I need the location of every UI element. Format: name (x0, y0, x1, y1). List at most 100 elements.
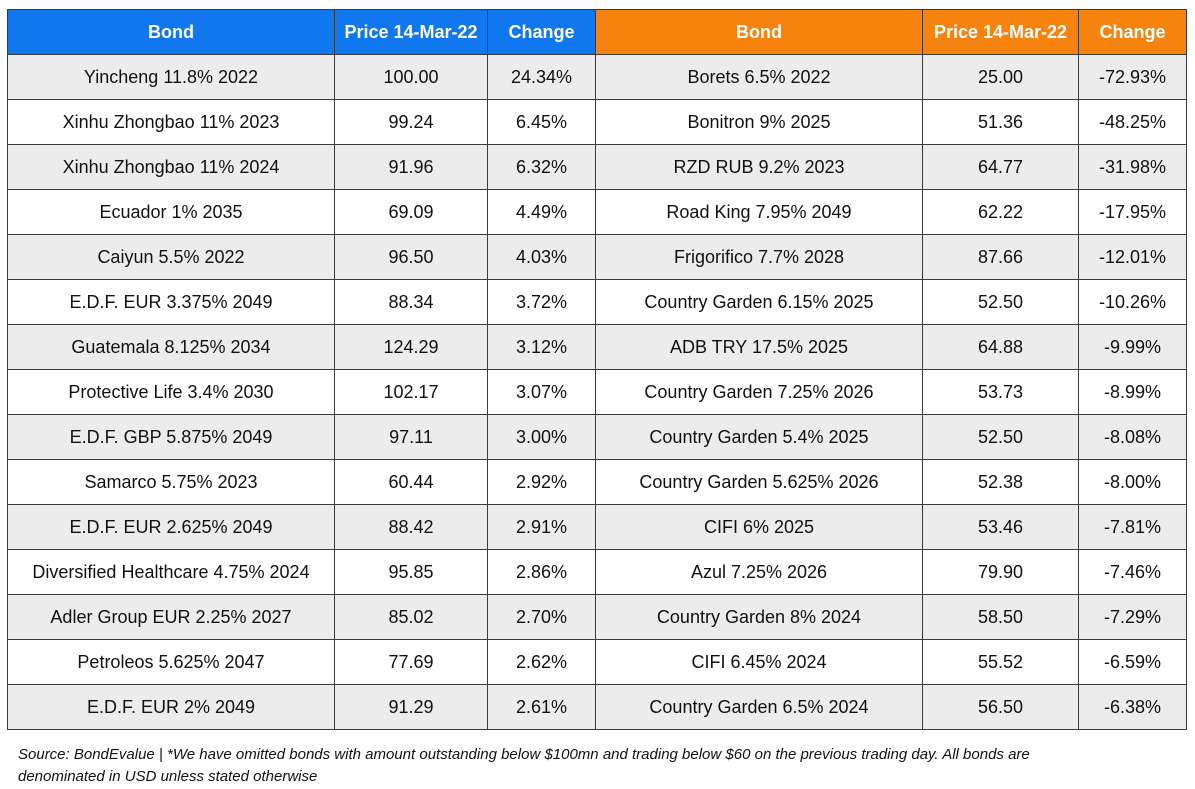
loser-price-cell: 64.77 (922, 144, 1079, 190)
loser-bond-cell: Road King 7.95% 2049 (595, 189, 923, 235)
table-row: E.D.F. GBP 5.875% 2049 97.11 3.00% Country … (7, 414, 1187, 460)
loser-bond-cell: CIFI 6.45% 2024 (595, 639, 923, 685)
gainer-change-cell: 6.45% (487, 99, 596, 145)
loser-change-cell: -48.25% (1078, 99, 1187, 145)
loser-bond-cell: Country Garden 7.25% 2026 (595, 369, 923, 415)
header-row: Bond Price 14-Mar-22 Change Bond Price 1… (7, 9, 1187, 55)
gainer-price-cell: 88.42 (334, 504, 488, 550)
gainer-change-cell: 24.34% (487, 54, 596, 100)
loser-bond-cell: Country Garden 6.5% 2024 (595, 684, 923, 730)
gainer-bond-cell: Guatemala 8.125% 2034 (7, 324, 335, 370)
source-footnote: Source: BondEvalue | *We have omitted bo… (18, 744, 1178, 788)
gainer-change-cell: 2.70% (487, 594, 596, 640)
loser-price-cell: 25.00 (922, 54, 1079, 100)
loser-change-cell: -8.08% (1078, 414, 1187, 460)
loser-price-cell: 52.38 (922, 459, 1079, 505)
gainer-bond-cell: Ecuador 1% 2035 (7, 189, 335, 235)
gainer-bond-cell: Petroleos 5.625% 2047 (7, 639, 335, 685)
loser-change-cell: -7.46% (1078, 549, 1187, 595)
loser-bond-cell: Country Garden 5.625% 2026 (595, 459, 923, 505)
gainer-bond-cell: Samarco 5.75% 2023 (7, 459, 335, 505)
gainer-price-cell: 88.34 (334, 279, 488, 325)
loser-price-cell: 55.52 (922, 639, 1079, 685)
table-row: Yincheng 11.8% 2022 100.00 24.34% Borets 6.… (7, 54, 1187, 100)
gainer-bond-cell: E.D.F. EUR 2% 2049 (7, 684, 335, 730)
gainer-bond-cell: Protective Life 3.4% 2030 (7, 369, 335, 415)
gainer-change-cell: 3.72% (487, 279, 596, 325)
loser-change-cell: -72.93% (1078, 54, 1187, 100)
loser-change-cell: -7.81% (1078, 504, 1187, 550)
loser-bond-cell: Borets 6.5% 2022 (595, 54, 923, 100)
gainer-price-cell: 95.85 (334, 549, 488, 595)
loser-change-cell: -6.38% (1078, 684, 1187, 730)
loser-price-cell: 64.88 (922, 324, 1079, 370)
loser-bond-cell: Country Garden 6.15% 2025 (595, 279, 923, 325)
header-bond-gainers: Bond (7, 9, 335, 55)
gainer-bond-cell: E.D.F. EUR 2.625% 2049 (7, 504, 335, 550)
gainer-bond-cell: Xinhu Zhongbao 11% 2023 (7, 99, 335, 145)
loser-change-cell: -8.99% (1078, 369, 1187, 415)
loser-bond-cell: RZD RUB 9.2% 2023 (595, 144, 923, 190)
gainer-price-cell: 60.44 (334, 459, 488, 505)
header-bond-losers: Bond (595, 9, 923, 55)
gainer-price-cell: 97.11 (334, 414, 488, 460)
gainer-change-cell: 4.49% (487, 189, 596, 235)
loser-bond-cell: ADB TRY 17.5% 2025 (595, 324, 923, 370)
table-row: Protective Life 3.4% 2030 102.17 3.07% Coun… (7, 369, 1187, 415)
loser-change-cell: -6.59% (1078, 639, 1187, 685)
gainer-price-cell: 96.50 (334, 234, 488, 280)
table-row: E.D.F. EUR 3.375% 2049 88.34 3.72% Country … (7, 279, 1187, 325)
gainer-change-cell: 2.92% (487, 459, 596, 505)
gainer-bond-cell: E.D.F. EUR 3.375% 2049 (7, 279, 335, 325)
gainer-change-cell: 3.00% (487, 414, 596, 460)
gainer-price-cell: 99.24 (334, 99, 488, 145)
loser-change-cell: -9.99% (1078, 324, 1187, 370)
loser-price-cell: 53.46 (922, 504, 1079, 550)
loser-bond-cell: Bonitron 9% 2025 (595, 99, 923, 145)
gainer-bond-cell: Caiyun 5.5% 2022 (7, 234, 335, 280)
footnote-line-2: denominated in USD unless stated otherwi… (18, 768, 318, 785)
loser-bond-cell: Azul 7.25% 2026 (595, 549, 923, 595)
table-row: Xinhu Zhongbao 11% 2023 99.24 6.45% Bonitro… (7, 99, 1187, 145)
bond-movers-table: Bond Price 14-Mar-22 Change Bond Price 1… (7, 9, 1187, 730)
table-row: Diversified Healthcare 4.75% 2024 95.85 2.… (7, 549, 1187, 595)
gainer-change-cell: 3.07% (487, 369, 596, 415)
loser-price-cell: 62.22 (922, 189, 1079, 235)
gainer-price-cell: 91.96 (334, 144, 488, 190)
gainer-price-cell: 124.29 (334, 324, 488, 370)
gainer-bond-cell: E.D.F. GBP 5.875% 2049 (7, 414, 335, 460)
loser-price-cell: 52.50 (922, 414, 1079, 460)
gainer-bond-cell: Xinhu Zhongbao 11% 2024 (7, 144, 335, 190)
loser-change-cell: -31.98% (1078, 144, 1187, 190)
gainer-change-cell: 3.12% (487, 324, 596, 370)
gainer-change-cell: 6.32% (487, 144, 596, 190)
table-row: Ecuador 1% 2035 69.09 4.49% Road King 7.95%… (7, 189, 1187, 235)
table-row: E.D.F. EUR 2.625% 2049 88.42 2.91% CIFI 6% … (7, 504, 1187, 550)
table-row: Samarco 5.75% 2023 60.44 2.92% Country Gard… (7, 459, 1187, 505)
header-change-gainers: Change (487, 9, 596, 55)
table-row: Petroleos 5.625% 2047 77.69 2.62% CIFI 6.45… (7, 639, 1187, 685)
loser-change-cell: -12.01% (1078, 234, 1187, 280)
header-change-losers: Change (1078, 9, 1187, 55)
footnote-line-1: Source: BondEvalue | *We have omitted bo… (18, 746, 1030, 763)
loser-price-cell: 51.36 (922, 99, 1079, 145)
loser-change-cell: -10.26% (1078, 279, 1187, 325)
table-row: Xinhu Zhongbao 11% 2024 91.96 6.32% RZD RUB… (7, 144, 1187, 190)
gainer-price-cell: 85.02 (334, 594, 488, 640)
table-row: E.D.F. EUR 2% 2049 91.29 2.61% Country Gard… (7, 684, 1187, 730)
table-row: Adler Group EUR 2.25% 2027 85.02 2.70% Coun… (7, 594, 1187, 640)
gainer-change-cell: 4.03% (487, 234, 596, 280)
gainer-change-cell: 2.62% (487, 639, 596, 685)
loser-price-cell: 87.66 (922, 234, 1079, 280)
loser-bond-cell: CIFI 6% 2025 (595, 504, 923, 550)
gainer-bond-cell: Diversified Healthcare 4.75% 2024 (7, 549, 335, 595)
gainer-change-cell: 2.61% (487, 684, 596, 730)
header-price-gainers: Price 14-Mar-22 (334, 9, 488, 55)
loser-change-cell: -7.29% (1078, 594, 1187, 640)
gainer-price-cell: 102.17 (334, 369, 488, 415)
loser-price-cell: 79.90 (922, 549, 1079, 595)
gainer-price-cell: 100.00 (334, 54, 488, 100)
loser-change-cell: -17.95% (1078, 189, 1187, 235)
gainer-price-cell: 69.09 (334, 189, 488, 235)
loser-price-cell: 52.50 (922, 279, 1079, 325)
